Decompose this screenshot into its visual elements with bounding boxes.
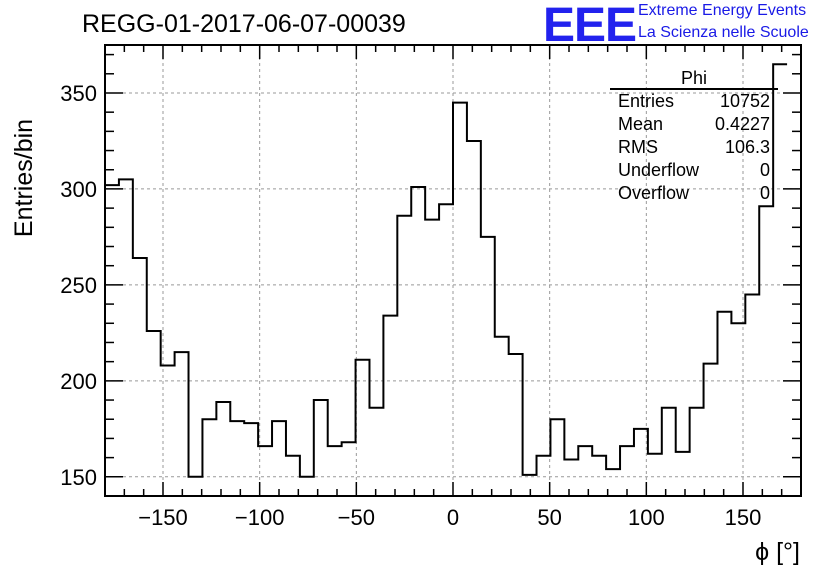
y-tick-label: 250 <box>60 273 97 298</box>
axis-ticks <box>104 45 802 497</box>
x-tick-label: −100 <box>235 505 285 530</box>
y-tick-labels: 150 200 250 300 350 <box>60 81 97 490</box>
stat-label: Entries <box>618 91 675 111</box>
stat-label: Underflow <box>618 160 700 180</box>
stat-label: Overflow <box>618 183 690 203</box>
y-axis-label: Entries/bin <box>10 119 38 237</box>
stat-value: 0 <box>759 183 770 203</box>
stat-label: Mean <box>618 114 664 134</box>
x-tick-label: −50 <box>338 505 375 530</box>
eee-logo: EEE <box>543 0 637 52</box>
run-title: REGG-01-2017-06-07-00039 <box>82 10 406 38</box>
stat-value: 106.3 <box>724 137 770 157</box>
x-tick-label: 100 <box>628 505 665 530</box>
statistics-box: Phi Entries 10752 Mean 0.4227 RMS 106.3 … <box>610 68 778 205</box>
stat-row-overflow: Overflow 0 <box>610 182 778 205</box>
stat-value: 10752 <box>719 91 770 111</box>
statistics-box-title: Phi <box>610 68 778 90</box>
stat-row-underflow: Underflow 0 <box>610 159 778 182</box>
y-tick-label: 150 <box>60 465 97 490</box>
x-tick-label: 0 <box>447 505 459 530</box>
x-tick-labels: −150 −100 −50 0 50 100 150 <box>138 505 761 530</box>
histogram-series-phi <box>105 63 788 478</box>
stat-row-mean: Mean 0.4227 <box>610 113 778 136</box>
y-tick-label: 200 <box>60 369 97 394</box>
y-tick-label: 350 <box>60 81 97 106</box>
logo-caption-line2: La Scienza nelle Scuole <box>638 24 809 41</box>
stat-row-entries: Entries 10752 <box>610 90 778 113</box>
y-tick-label: 300 <box>60 177 97 202</box>
stat-value: 0.4227 <box>714 114 770 134</box>
x-tick-label: 50 <box>537 505 561 530</box>
x-tick-label: 150 <box>725 505 762 530</box>
x-axis-label: ϕ [°] <box>755 538 800 566</box>
stat-value: 0 <box>759 160 770 180</box>
x-tick-label: −150 <box>138 505 188 530</box>
logo-caption-line1: Extreme Energy Events <box>638 2 807 19</box>
stat-label: RMS <box>618 137 658 157</box>
stat-row-rms: RMS 106.3 <box>610 136 778 159</box>
